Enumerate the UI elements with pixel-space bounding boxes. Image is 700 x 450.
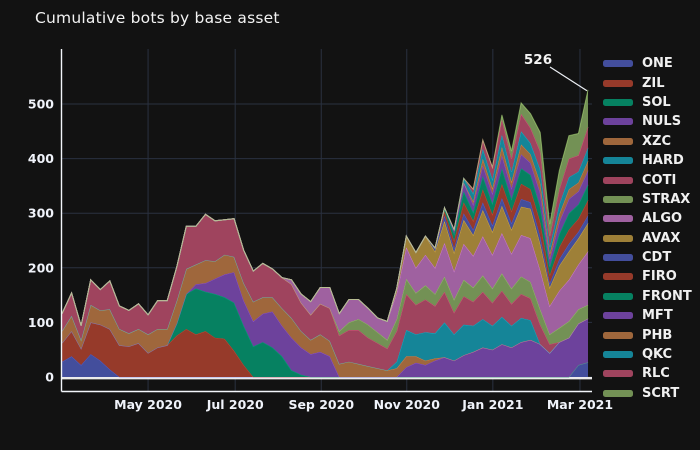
legend-label: AVAX [642,230,681,246]
area-line-scrt [61,89,589,326]
x-tick-label: Sep 2020 [288,397,354,412]
legend-swatch-icon [603,254,633,262]
area-one[interactable] [62,354,588,377]
legend-item-xzc[interactable]: XZC [603,132,692,151]
legend-label: XZC [642,133,671,149]
legend-label: HARD [642,153,684,169]
legend-swatch-icon [603,234,633,242]
y-tick-label: 400 [28,151,54,166]
y-tick-label: 200 [28,260,54,275]
legend-item-avax[interactable]: AVAX [603,229,692,248]
legend-swatch-icon [603,292,633,300]
legend-swatch-icon [603,176,633,184]
legend-label: STRAX [642,191,691,207]
legend-item-front[interactable]: FRONT [603,287,692,306]
x-tick-label: Nov 2020 [374,397,441,412]
legend-swatch-icon [603,137,633,145]
legend-swatch-icon [603,370,633,378]
x-tick-label: May 2020 [114,397,182,412]
y-tick-label: 300 [28,206,54,221]
legend-item-hard[interactable]: HARD [603,151,692,170]
legend-label: ZIL [642,75,665,91]
legend-item-coti[interactable]: COTI [603,170,692,189]
area-sol[interactable] [62,288,588,378]
legend-item-mft[interactable]: MFT [603,306,692,325]
y-tick-label: 100 [28,315,54,330]
legend-swatch-icon [603,389,633,397]
legend-item-nuls[interactable]: NULS [603,112,692,131]
legend-label: COTI [642,172,677,188]
legend-swatch-icon [603,351,633,359]
legend-label: FIRO [642,269,677,285]
annotation-line [549,66,588,92]
legend-swatch-icon [603,331,633,339]
legend-label: SOL [642,94,671,110]
legend-label: NULS [642,114,682,130]
legend-label: CDT [642,250,672,266]
legend-swatch-icon [603,195,633,203]
legend-item-strax[interactable]: STRAX [603,190,692,209]
legend-label: RLC [642,366,670,382]
area-xzc[interactable] [62,254,588,377]
area-line-hard [61,254,589,371]
legend-swatch-icon [603,312,633,320]
area-zil[interactable] [62,322,588,377]
area-nuls[interactable] [62,272,588,377]
area-coti[interactable] [62,214,588,371]
legend-item-zil[interactable]: ZIL [603,73,692,92]
legend-label: SCRT [642,385,680,401]
legend-item-sol[interactable]: SOL [603,93,692,112]
legend-label: ONE [642,56,673,72]
legend-swatch-icon [603,79,633,87]
legend-item-scrt[interactable]: SCRT [603,384,692,403]
x-tick-label: Jan 2021 [461,397,523,412]
legend-item-qkc[interactable]: QKC [603,345,692,364]
legend-item-one[interactable]: ONE [603,54,692,73]
annotation-526: 526 [523,52,553,68]
legend-item-rlc[interactable]: RLC [603,364,692,383]
legend-item-phb[interactable]: PHB [603,325,692,344]
legend-label: FRONT [642,288,692,304]
legend-item-cdt[interactable]: CDT [603,248,692,267]
legend: ONE ZIL SOL NULS XZC HARD COTI STRAX ALGO AVAX CDT… [603,54,692,403]
legend-swatch-icon [603,215,633,223]
legend-swatch-icon [603,157,633,165]
legend-label: PHB [642,327,673,343]
y-tick-label: 0 [45,370,54,385]
legend-label: ALGO [642,211,683,227]
legend-label: QKC [642,347,673,363]
area-hard[interactable] [62,254,588,371]
legend-label: MFT [642,308,673,324]
legend-item-algo[interactable]: ALGO [603,209,692,228]
legend-swatch-icon [603,273,633,281]
area-strax[interactable] [62,214,588,349]
y-tick-label: 500 [28,97,54,112]
x-tick-label: Jul 2020 [206,397,264,412]
legend-item-firo[interactable]: FIRO [603,267,692,286]
chart-title: Cumulative bots by base asset [35,9,280,27]
x-tick-label: Mar 2021 [547,397,613,412]
legend-swatch-icon [603,60,633,68]
legend-swatch-icon [603,118,633,126]
legend-swatch-icon [603,98,633,106]
